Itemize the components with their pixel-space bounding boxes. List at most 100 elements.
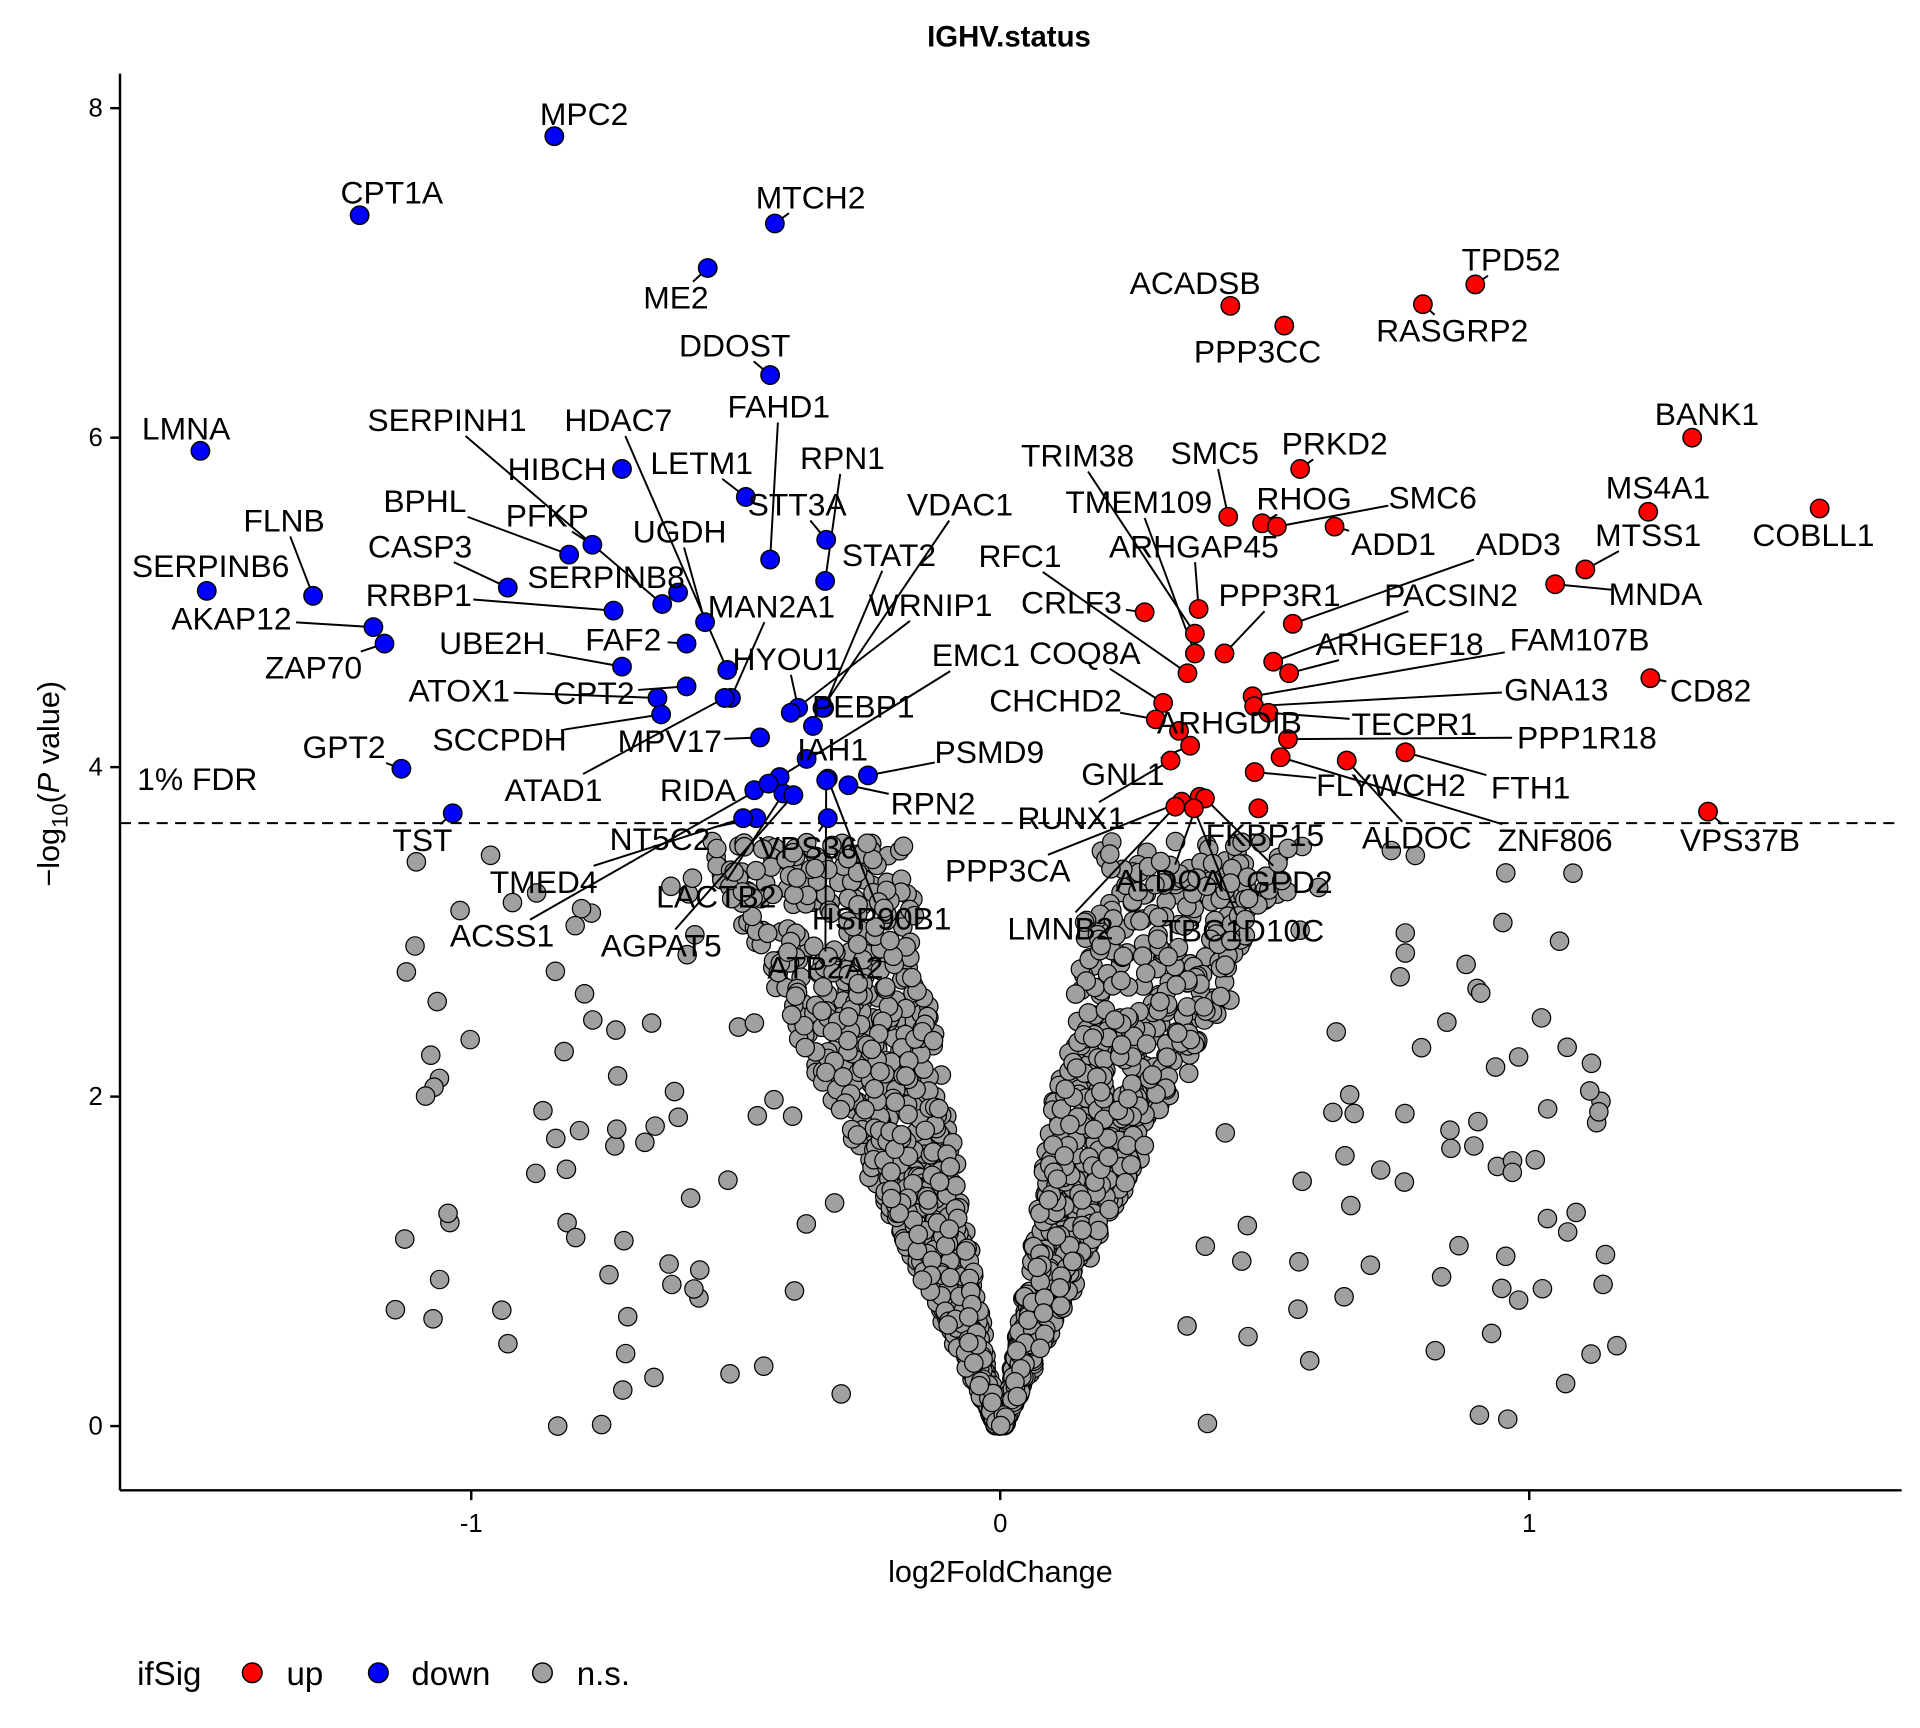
gene-label: SERPINB8 [527, 559, 684, 595]
y-tick-label: 6 [89, 424, 103, 452]
ns-point [898, 1104, 918, 1125]
point-up [1134, 602, 1155, 623]
gene-label: STAT2 [842, 537, 936, 573]
ns-point [938, 1315, 958, 1335]
point-down [303, 585, 323, 606]
ns-point [1132, 946, 1153, 966]
ns-point [747, 1105, 768, 1126]
label-segment [1268, 711, 1350, 720]
point-down [391, 758, 412, 779]
ns-point [1292, 1171, 1312, 1192]
ns-point [1038, 1190, 1059, 1210]
ns-point [1549, 931, 1570, 951]
y-axis-title-prefix: −log [32, 828, 66, 887]
gene-label: CRLF3 [1021, 585, 1122, 621]
ns-point [1111, 970, 1131, 991]
ns-point [565, 1227, 586, 1248]
label-segment [1042, 571, 1189, 675]
ns-point [732, 882, 753, 902]
ns-point [843, 916, 864, 937]
label-segment [289, 536, 314, 597]
ns-point [492, 1300, 512, 1320]
point-up [1165, 796, 1186, 817]
legend-up-label: up [287, 1656, 324, 1693]
gene-label: ALDOC [1362, 820, 1472, 856]
ns-point [1440, 1120, 1460, 1141]
ns-point [394, 1229, 415, 1249]
ns-point [881, 1188, 902, 1209]
ns-point [964, 1353, 984, 1373]
ns-point [1174, 916, 1195, 936]
ns-point [664, 1081, 685, 1102]
label-segment [790, 620, 911, 714]
point-up [1638, 501, 1659, 522]
point-up [1220, 295, 1241, 316]
ns-point [661, 876, 681, 897]
x-tick-label: 1 [1522, 1510, 1536, 1538]
ns-point [1299, 1351, 1320, 1371]
ns-point [396, 962, 417, 982]
y-axis-title: −log10(P value) [32, 681, 73, 887]
ns-point [1055, 1079, 1076, 1099]
gene-label: CD82 [1670, 673, 1751, 709]
point-down [838, 775, 859, 796]
ns-point [533, 1100, 553, 1121]
ns-point [1196, 876, 1217, 897]
label-segment [1109, 667, 1164, 704]
ns-point [880, 930, 900, 951]
ns-point [1033, 1303, 1054, 1323]
label-segment [453, 561, 509, 589]
point-up [1160, 750, 1181, 771]
gene-label: SMC5 [1170, 435, 1258, 471]
ns-point [1078, 1003, 1099, 1023]
gene-label: VPS37B [1680, 822, 1800, 858]
ns-point [526, 883, 547, 903]
point-down [733, 808, 754, 829]
gene-label: GPD2 [1246, 864, 1333, 900]
ns-point [1394, 1172, 1415, 1192]
gene-label: MS4A1 [1606, 469, 1710, 505]
point-down [612, 656, 632, 677]
point-down [858, 765, 878, 786]
ns-point [796, 832, 817, 853]
ns-point [785, 986, 806, 1007]
ns-point [498, 1333, 518, 1354]
ns-point [1495, 1246, 1516, 1267]
ns-point [612, 1380, 633, 1400]
ns-point [1098, 1147, 1119, 1168]
ns-point [940, 1157, 960, 1177]
ns-point [574, 984, 595, 1004]
ns-point [959, 1332, 979, 1353]
label-segment [593, 817, 744, 867]
point-down [652, 594, 673, 614]
ns-point [1464, 1136, 1484, 1156]
point-down [796, 748, 817, 769]
point-up [1244, 762, 1265, 782]
ns-point [1441, 1138, 1461, 1159]
ns-point [1469, 1405, 1490, 1425]
ns-point [1165, 831, 1186, 852]
ns-point [822, 1021, 843, 1042]
label-segment [823, 570, 884, 709]
gene-label: SERPINB6 [132, 548, 289, 584]
gene-label: BPHL [383, 483, 466, 519]
ns-point [1431, 1266, 1452, 1287]
gene-label: FKBP15 [1206, 817, 1325, 853]
gene-label: AKAP12 [171, 601, 291, 637]
ns-point [1117, 1135, 1137, 1156]
ns-point [1231, 1251, 1252, 1271]
ns-point [1581, 1053, 1602, 1074]
ns-point [744, 1013, 765, 1033]
ns-point [1289, 1251, 1309, 1272]
ns-point [423, 1308, 443, 1329]
label-segment [674, 794, 795, 931]
ns-point [480, 845, 501, 866]
ns-point [848, 973, 869, 994]
ns-point [1531, 1008, 1552, 1028]
gene-label: TECPR1 [1351, 706, 1477, 742]
label-segment [513, 691, 658, 699]
point-up [1188, 599, 1209, 619]
ns-point [1278, 838, 1298, 859]
point-down [714, 688, 735, 708]
label-segment [821, 519, 951, 709]
